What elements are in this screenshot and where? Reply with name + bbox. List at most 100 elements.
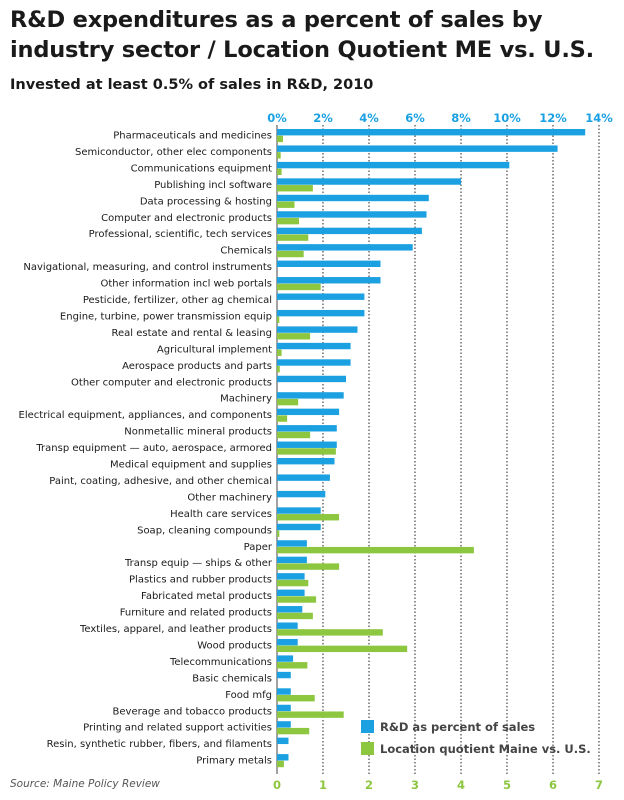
bottom-axis-tick-label: 4 [457,778,465,792]
lq-bar [277,596,317,603]
category-label: Agricultural implement [157,344,272,355]
rd-bar [277,441,337,448]
lq-bar [277,431,311,439]
rd-bar [277,309,365,317]
rd-bar [277,458,335,465]
category-label: Primary metals [196,756,272,767]
category-label: Medical equipment and supplies [110,460,272,471]
lq-bar [277,760,284,768]
top-axis-tick-label: 0% [267,111,287,125]
category-label: Soap, cleaning compounds [137,525,272,536]
rd-bar [277,392,344,399]
category-label: Aerospace products and parts [122,361,272,372]
category-label: Pesticide, fertilizer, other ag chemical [83,295,272,306]
rd-bar [277,145,558,152]
rd-bar [277,671,291,679]
category-label: Real estate and rental & leasing [112,328,273,339]
lq-bar [277,185,313,192]
rd-bar [277,194,429,202]
lq-bar [277,514,340,521]
top-axis-tick-label: 12% [539,111,567,125]
chart-title: R&D expenditures as a percent of sales b… [10,7,595,63]
lq-bar [277,135,283,143]
bottom-axis-tick-label: 7 [595,778,603,792]
category-label: Other information incl web portals [100,279,272,290]
lq-bar [277,234,309,241]
lq-bar [277,695,315,702]
category-label: Publishing incl software [154,180,272,191]
rd-bar [277,129,586,136]
category-label: Communications equipment [131,163,272,174]
category-label: Fabricated metal products [141,591,272,602]
rd-bar [277,688,291,695]
rd-bar [277,375,346,383]
top-axis-tick-label: 10% [493,111,521,125]
lq-bar [277,629,383,636]
legend-label: R&D as percent of sales [380,720,535,734]
category-label: Pharmaceuticals and medicines [113,131,272,142]
rd-bar [277,523,321,531]
category-label: Chemicals [220,246,272,257]
category-label: Transp equip — ships & other [124,558,273,569]
category-label: Telecommunications [169,657,272,668]
lq-bar [277,283,321,291]
rd-bar [277,704,291,712]
legend-swatch [361,720,374,733]
rd-bar [277,244,413,251]
rd-bar [277,326,358,333]
rd-bar [277,655,294,662]
lq-bar [277,612,313,620]
lq-bar [277,579,309,587]
legend-label: Location quotient Maine vs. U.S. [380,742,591,756]
category-label: Resin, synthetic rubber, fibers, and fil… [47,739,272,750]
top-axis-tick-label: 6% [405,111,425,125]
rd-bar [277,490,326,498]
top-axis-tick-label: 14% [585,111,613,125]
lq-bar [277,645,408,653]
bottom-axis-tick-label: 0 [273,778,281,792]
rd-bar [277,260,381,267]
bottom-axis-tick-label: 2 [365,778,373,792]
category-label: Other computer and electronic products [71,377,272,388]
lq-bar [277,333,311,340]
category-label: Plastics and rubber products [129,575,272,586]
lq-bar [277,217,300,225]
rd-bar [277,359,351,366]
category-label: Engine, turbine, power transmission equi… [60,311,272,322]
rd-bar [277,721,291,728]
rd-bar [277,211,427,218]
category-label: Beverage and tobacco products [113,706,272,717]
rd-bar [277,573,305,580]
rd-bar [277,589,305,596]
lq-bar [277,727,310,735]
category-label: Furniture and related products [120,608,272,619]
rd-bar [277,606,303,613]
rd-bar [277,638,298,646]
lq-bar [277,349,282,356]
rd-bar [277,408,340,416]
chart-subtitle: Invested at least 0.5% of sales in R&D, … [10,77,374,93]
rd-bar [277,540,307,547]
category-label: Printing and related support activities [83,723,272,734]
lq-bar [277,366,280,373]
category-label: Health care services [170,509,272,520]
rd-bar [277,342,351,350]
rd-bar [277,277,381,284]
category-label: Textiles, apparel, and leather products [79,624,272,635]
rd-bar [277,425,337,432]
bottom-axis-tick-label: 1 [319,778,327,792]
lq-bar [277,398,299,406]
top-axis-tick-label: 8% [451,111,471,125]
category-label: Food mfg [225,690,272,701]
category-label: Machinery [220,394,272,405]
legend-swatch [361,742,374,755]
rd-bar [277,556,307,564]
category-label: Navigational, measuring, and control ins… [23,262,272,273]
rd-bar [277,227,422,235]
rd-bar [277,754,289,761]
bottom-axis-tick-label: 3 [411,778,419,792]
category-label: Paint, coating, adhesive, and other chem… [49,476,272,487]
lq-bar [277,415,288,422]
category-label: Computer and electronic products [101,213,272,224]
lq-bar [277,662,308,669]
